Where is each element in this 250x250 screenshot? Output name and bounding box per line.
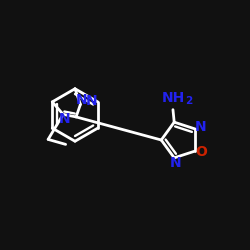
Text: N: N	[86, 94, 97, 108]
Text: N: N	[76, 93, 88, 107]
Text: N: N	[170, 156, 181, 170]
Text: O: O	[196, 145, 207, 159]
Text: N: N	[195, 120, 206, 134]
Text: NH: NH	[161, 92, 184, 106]
Text: 2: 2	[185, 96, 192, 106]
Text: N: N	[58, 112, 70, 126]
